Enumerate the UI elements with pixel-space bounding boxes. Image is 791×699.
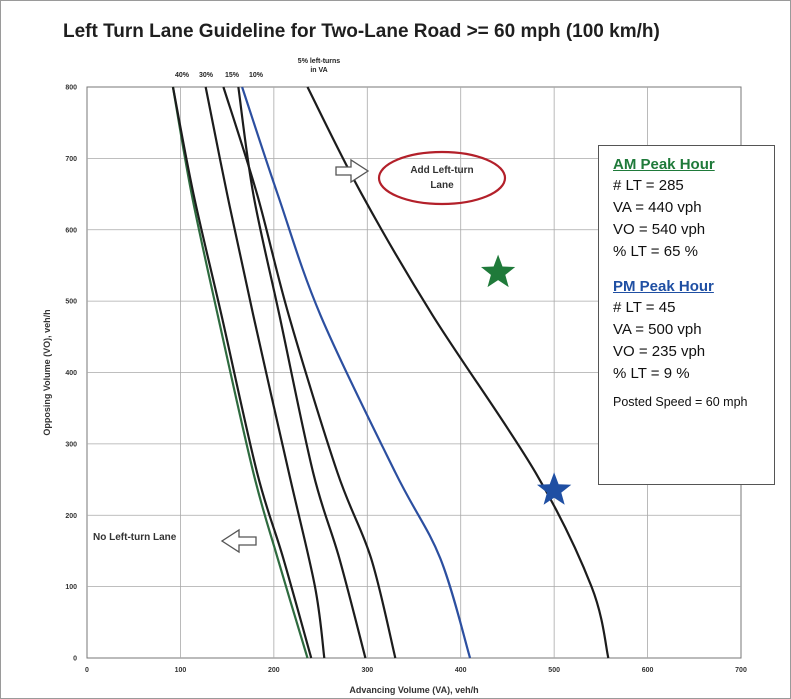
x-tick-label: 100 (175, 667, 187, 674)
x-tick-label: 600 (642, 667, 654, 674)
y-tick-label: 400 (65, 370, 77, 377)
x-tick-label: 400 (455, 667, 467, 674)
curve-label: 10% (249, 72, 264, 79)
x-tick-label: 500 (548, 667, 560, 674)
series-line-6 (306, 86, 610, 659)
pm-opposing-volume: VO = 235 vph (613, 343, 706, 360)
pm-peak-star-icon (537, 472, 572, 505)
x-axis-label: Advancing Volume (VA), veh/h (349, 685, 478, 695)
pm-peak-header: PM Peak Hour (613, 278, 714, 295)
y-tick-label: 200 (65, 513, 77, 520)
no-lane-label: No Left-turn Lane (93, 532, 177, 543)
curve-label: 30% (199, 72, 214, 79)
right-arrow-icon (335, 158, 370, 184)
add-lane-label: Lane (430, 180, 454, 191)
left-arrow-icon (220, 528, 257, 554)
am-lt-percent: % LT = 65 % (613, 243, 698, 260)
top-curve-label: 5% left-turns (298, 58, 341, 65)
pm-advancing-volume: VA = 500 vph (613, 321, 702, 338)
series-line-2 (204, 86, 326, 659)
am-advancing-volume: VA = 440 vph (613, 199, 702, 216)
series-line-1 (171, 86, 313, 659)
highlight-ellipse (377, 150, 507, 206)
x-tick-label: 700 (735, 667, 747, 674)
y-tick-label: 300 (65, 441, 77, 448)
x-tick-label: 0 (85, 667, 89, 674)
curve-label: 40% (175, 72, 190, 79)
series-line-3 (222, 86, 397, 659)
y-tick-label: 800 (65, 85, 77, 92)
y-tick-label: 100 (65, 584, 77, 591)
am-opposing-volume: VO = 540 vph (613, 221, 706, 238)
x-tick-label: 200 (268, 667, 280, 674)
y-axis-label: Opposing Volume (VO), veh/h (42, 309, 52, 435)
peak-hour-info-box: AM Peak Hour # LT = 285 VA = 440 vph VO … (598, 145, 775, 485)
pm-lt-count: # LT = 45 (613, 299, 676, 316)
y-tick-label: 0 (73, 656, 77, 663)
y-tick-label: 600 (65, 227, 77, 234)
am-peak-header: AM Peak Hour (613, 156, 715, 173)
posted-speed: Posted Speed = 60 mph (613, 395, 748, 409)
series-line-4 (237, 86, 367, 659)
series-line-5 (241, 86, 472, 659)
am-peak-star-icon (481, 254, 516, 288)
top-curve-label: in VA (310, 67, 327, 74)
chart-title: Left Turn Lane Guideline for Two-Lane Ro… (63, 21, 660, 42)
y-tick-label: 500 (65, 299, 77, 306)
pm-lt-percent: % LT = 9 % (613, 365, 690, 382)
series-line-0 (171, 86, 309, 659)
y-tick-label: 700 (65, 156, 77, 163)
curve-label: 15% (225, 72, 240, 79)
am-lt-count: # LT = 285 (613, 177, 684, 194)
add-lane-label: Add Left-turn (410, 165, 473, 176)
x-tick-label: 300 (361, 667, 373, 674)
